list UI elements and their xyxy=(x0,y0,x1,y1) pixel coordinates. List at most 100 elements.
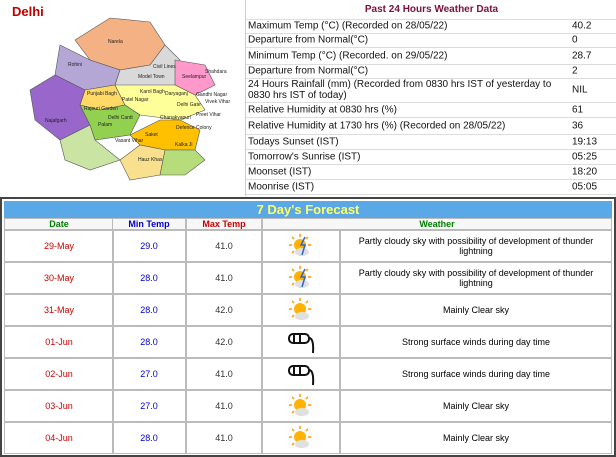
past-row: Maximum Temp (°C) (Recorded on 28/05/22)… xyxy=(246,19,616,34)
past-label: Minimum Temp (°C) (Recorded. on 29/05/22… xyxy=(248,50,448,61)
min-temp: 29.0 xyxy=(112,230,186,262)
column-header: Weather xyxy=(262,218,612,230)
map-label: Model Town xyxy=(138,74,165,80)
max-temp: 41.0 xyxy=(186,422,262,454)
map-label: Punjabi Bagh xyxy=(87,91,117,97)
map-label: Shahdara xyxy=(205,69,227,75)
date: 29-May xyxy=(4,230,114,262)
map-label: Hauz Khas xyxy=(138,157,163,163)
past-label: Relative Humidity at 0830 hrs (%) xyxy=(248,104,397,115)
icon-cell xyxy=(262,230,340,262)
weather: Partly cloudy sky with possibility of de… xyxy=(340,262,612,294)
max-temp: 41.0 xyxy=(186,358,262,390)
map-label: Daryaganj xyxy=(165,91,188,97)
wind-icon xyxy=(288,333,315,354)
map-label: Defence Colony xyxy=(176,125,212,131)
past-row: Minimum Temp (°C) (Recorded. on 29/05/22… xyxy=(246,47,616,65)
max-temp: 42.0 xyxy=(186,294,262,326)
past-value: 05:25 xyxy=(572,151,598,162)
map-label: Vivek Vihar xyxy=(205,99,230,105)
map-label: Palam xyxy=(98,122,112,128)
icon-cell xyxy=(262,358,340,390)
max-temp: 41.0 xyxy=(186,262,262,294)
past-label: Moonset (IST) xyxy=(248,166,312,177)
weather-icon xyxy=(289,298,311,320)
map-label: Kalka Ji xyxy=(175,142,193,148)
past-row: Tomorrow's Sunrise (IST) 05:25 xyxy=(246,149,616,165)
date: 02-Jun xyxy=(4,358,114,390)
past-value: NIL xyxy=(572,84,588,96)
weather: Strong surface winds during day time xyxy=(340,326,612,358)
max-temp: 41.0 xyxy=(186,390,262,422)
past-value: 36 xyxy=(572,120,584,131)
region xyxy=(174,59,216,96)
past-label: Moonrise (IST) xyxy=(248,181,315,192)
weather: Mainly Clear sky xyxy=(340,294,612,326)
past-24h-table: Past 24 Hours Weather Data Maximum Temp … xyxy=(245,0,616,196)
date: 31-May xyxy=(4,294,114,326)
max-temp: 42.0 xyxy=(186,326,262,358)
past-value: 18:20 xyxy=(572,166,598,177)
map-label: Seelampur xyxy=(182,74,207,80)
icon-cell xyxy=(262,294,340,326)
icon-cell xyxy=(262,422,340,454)
date: 03-Jun xyxy=(4,390,114,422)
map-label: Delhi Gate xyxy=(177,102,201,108)
map-label: Preet Vihar xyxy=(196,112,221,118)
min-temp: 27.0 xyxy=(112,358,186,390)
map-label: Rajouri Garden xyxy=(84,106,118,112)
weather-icon xyxy=(289,426,311,448)
past-value: 2 xyxy=(572,65,578,77)
map-label: Narela xyxy=(108,39,123,45)
past-row: Relative Humidity at 1730 hrs (%) (Recor… xyxy=(246,117,616,135)
map-label: Rohini xyxy=(68,62,82,68)
column-header: Min Temp xyxy=(112,218,186,230)
past-value: 28.7 xyxy=(572,50,592,61)
map-label: Najafgarh xyxy=(45,118,67,124)
min-temp: 28.0 xyxy=(112,422,186,454)
past-value: 0 xyxy=(572,34,578,46)
past-label: Maximum Temp (°C) (Recorded on 28/05/22) xyxy=(248,20,448,32)
date: 04-Jun xyxy=(4,422,114,454)
forecast-title: 7 Day's Forecast xyxy=(4,201,612,218)
icon-cell xyxy=(262,326,340,358)
past-label: Todays Sunset (IST) xyxy=(248,136,339,147)
icon-cell xyxy=(262,262,340,294)
past-row: Relative Humidity at 0830 hrs (%) 61 xyxy=(246,102,616,118)
wind-icon xyxy=(288,365,315,386)
map-label: Vasant Vihar xyxy=(115,138,144,144)
past-row: Todays Sunset (IST) 19:13 xyxy=(246,134,616,150)
min-temp: 28.0 xyxy=(112,326,186,358)
past-value: 40.2 xyxy=(572,20,592,32)
past-row: Moonrise (IST) 05:05 xyxy=(246,179,616,195)
weather-icon xyxy=(289,266,311,288)
icon-cell xyxy=(262,390,340,422)
past-label: 24 Hours Rainfall (mm) (Recorded from 08… xyxy=(248,79,552,101)
weather: Strong surface winds during day time xyxy=(340,358,612,390)
weather-icon xyxy=(289,234,311,256)
past-label: Tomorrow's Sunrise (IST) xyxy=(248,151,361,162)
weather: Mainly Clear sky xyxy=(340,422,612,454)
past-value: 61 xyxy=(572,104,584,115)
min-temp: 28.0 xyxy=(112,294,186,326)
past-label: Relative Humidity at 1730 hrs (%) (Recor… xyxy=(248,120,506,131)
map-label: Gandhi Nagar xyxy=(196,92,227,98)
max-temp: 41.0 xyxy=(186,230,262,262)
map-label: Chanakyapuri xyxy=(160,115,191,121)
weather: Mainly Clear sky xyxy=(340,390,612,422)
weather: Partly cloudy sky with possibility of de… xyxy=(340,230,612,262)
min-temp: 28.0 xyxy=(112,262,186,294)
map-label: Patel Nagar xyxy=(122,97,149,103)
map-title: Delhi xyxy=(12,4,44,19)
date: 01-Jun xyxy=(4,326,114,358)
column-header: Max Temp xyxy=(186,218,262,230)
past-row: 24 Hours Rainfall (mm) (Recorded from 08… xyxy=(246,78,616,103)
delhi-map: Delhi Narela Rohini Model Town Civil Lin… xyxy=(12,4,230,181)
past-row: Departure from Normal(°C) 0 xyxy=(246,33,616,48)
past-value: 05:05 xyxy=(572,181,598,192)
min-temp: 27.0 xyxy=(112,390,186,422)
past-title: Past 24 Hours Weather Data xyxy=(246,0,616,20)
forecast-panel: 7 Day's Forecast Date Min Temp Max Temp Wea… xyxy=(0,197,616,457)
weather-icon xyxy=(289,394,311,416)
